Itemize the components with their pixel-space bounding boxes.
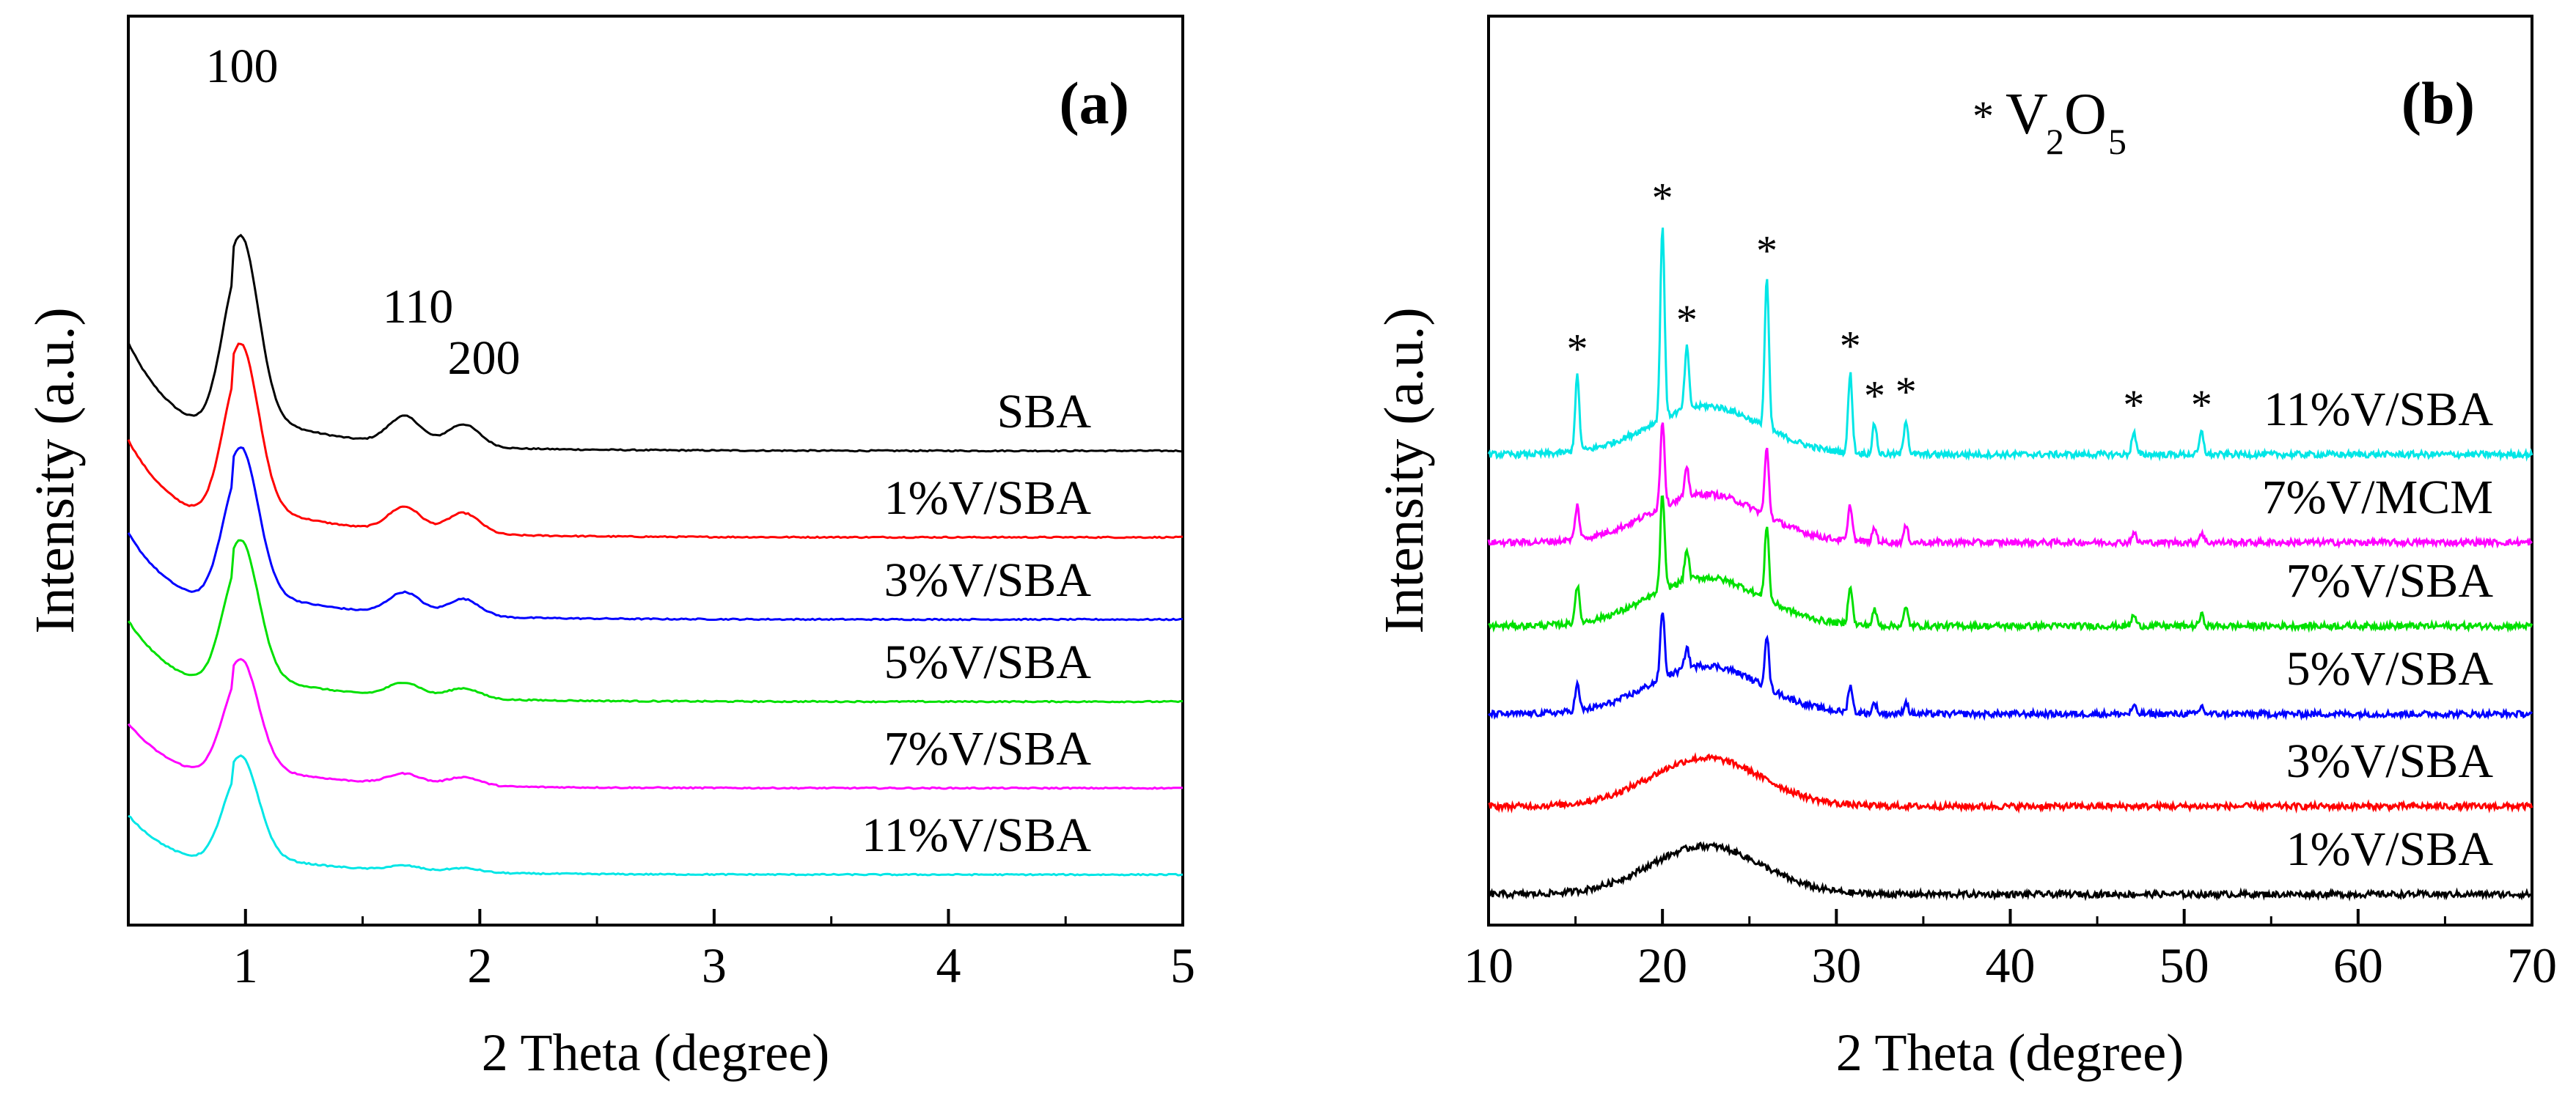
panel-b-v2o5-star: * — [2123, 381, 2144, 429]
panel-b-series-label: 11%V/SBA — [2264, 383, 2493, 436]
panel-b-tick-label: 50 — [2159, 938, 2209, 993]
panel-b-tick-label: 10 — [1464, 938, 1513, 993]
panel-a-frame — [127, 15, 1184, 927]
panel-b-tick-label: 30 — [1811, 938, 1861, 993]
panel-b-series-label: 5%V/SBA — [2286, 642, 2494, 696]
panel-b-v2o5-markers: ****** * * * — [1566, 174, 2212, 429]
panel-a-tick-label: 2 — [467, 938, 492, 993]
panel-b-series-line — [1488, 495, 2533, 633]
panel-b-series-line — [1488, 751, 2533, 814]
legend-o: O — [2064, 82, 2107, 147]
panel-a-series-label: SBA — [997, 385, 1092, 438]
panel-a-peak-label: 200 — [448, 331, 521, 385]
legend-sub-2: 2 — [2046, 121, 2064, 162]
panel-b-v2o5-star: * — [1840, 323, 1861, 370]
panel-b-series-line — [1487, 422, 2533, 550]
panel-a-series-line — [127, 342, 1183, 540]
panel-b: 10 20 30 40 50 60 70 ****** * * * (b) 2 Theta (de… — [1373, 15, 2557, 1082]
panel-a-series-labels: SBA 1%V/SBA 3%V/SBA 5%V/SBA 7%V/SBA 11%V/SBA — [862, 385, 1091, 862]
panel-a-series-line — [127, 233, 1184, 453]
panel-b-v2o5-star: * — [1896, 368, 1917, 416]
panel-b-xlabel: 2 Theta (degree) — [1836, 1023, 2184, 1082]
panel-a-xlabel: 2 Theta (degree) — [482, 1023, 829, 1082]
panel-b-series — [1487, 227, 2533, 902]
panel-b-tick-label: 70 — [2507, 938, 2557, 993]
panel-a-series-label: 1%V/SBA — [884, 471, 1092, 525]
panel-a: 1 2 3 4 5 (a) 2 Theta (degree) Intensity (a.… — [24, 15, 1195, 1082]
panel-a-series-line — [127, 658, 1183, 790]
panel-a-peak-label: 100 — [206, 40, 279, 93]
panel-b-v2o5-star: * — [1756, 227, 1777, 275]
panel-b-v2o5-star: * — [1566, 325, 1588, 372]
panel-b-series-line — [1487, 227, 2533, 462]
panel-a-series-line — [127, 446, 1184, 622]
panel-a-series-line — [128, 754, 1184, 877]
panel-b-tick-label: 60 — [2333, 938, 2383, 993]
panel-a-x-ticks: 1 2 3 4 5 — [127, 909, 1195, 993]
panel-a-tick-label: 3 — [702, 938, 727, 993]
panel-a-series-label: 7%V/SBA — [884, 722, 1092, 776]
legend-sub-5: 5 — [2108, 121, 2127, 162]
panel-a-tick-label: 1 — [233, 938, 258, 993]
panel-b-v2o5-star: * — [1676, 296, 1698, 344]
panel-b-series-label: 1%V/SBA — [2286, 822, 2494, 876]
panel-b-series-line — [1487, 841, 2533, 902]
panel-a-series-label: 3%V/SBA — [884, 553, 1092, 607]
legend-marker: * — [1973, 92, 1994, 140]
panel-a-tick-label: 4 — [936, 938, 961, 993]
panel-a-series-label: 11%V/SBA — [862, 809, 1091, 862]
panel-b-series-label: 7%V/MCM — [2262, 471, 2493, 524]
panel-b-v2o5-star: * — [1864, 372, 1885, 419]
panel-b-label: (b) — [2401, 70, 2475, 136]
panel-b-v2o5-star: * — [1652, 174, 1673, 221]
panel-b-series-labels: 11%V/SBA 7%V/MCM 7%V/SBA 5%V/SBA 3%V/SBA 1%V/… — [2262, 383, 2494, 876]
legend-v: V — [2006, 82, 2048, 147]
panel-b-ylabel: Intensity (a.u.) — [1373, 307, 1435, 633]
panel-a-series-line — [127, 539, 1184, 704]
panel-b-series-label: 3%V/SBA — [2286, 734, 2494, 788]
panel-a-label: (a) — [1059, 70, 1129, 136]
panel-a-series-label: 5%V/SBA — [884, 636, 1092, 689]
panel-a-tick-label: 5 — [1170, 938, 1195, 993]
panel-a-series — [127, 233, 1184, 877]
panel-b-legend: * V 2 O 5 — [1973, 82, 2127, 162]
panel-b-series-line — [1487, 612, 2533, 722]
panel-b-x-ticks: 10 20 30 40 50 60 70 — [1464, 909, 2557, 993]
panel-b-v2o5-star: * — [2191, 381, 2212, 429]
panel-b-tick-label: 40 — [1986, 938, 2036, 993]
panel-a-ylabel: Intensity (a.u.) — [24, 307, 86, 633]
panel-a-peak-label: 110 — [383, 280, 454, 334]
panel-b-series-label: 7%V/SBA — [2286, 554, 2494, 608]
panel-b-tick-label: 20 — [1637, 938, 1687, 993]
